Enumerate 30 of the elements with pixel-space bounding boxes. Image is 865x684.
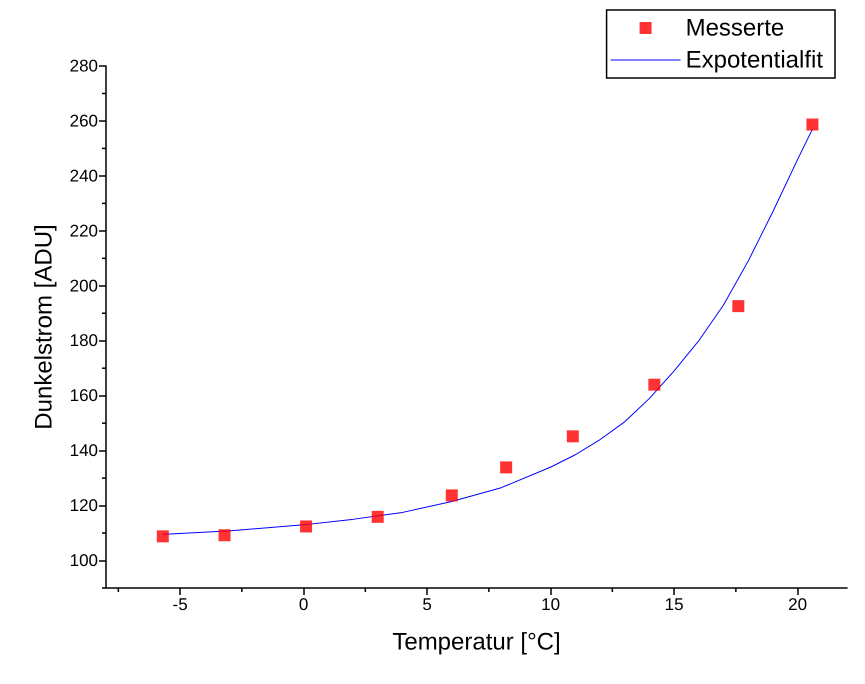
point: [732, 300, 744, 312]
point: [500, 461, 512, 474]
x-tick-label: 15: [664, 595, 684, 614]
y-tick-label: 200: [70, 276, 98, 296]
x-tick-label: -5: [172, 595, 188, 614]
y-tick-label: 100: [70, 551, 98, 570]
y-tick-label: 160: [70, 386, 98, 406]
y-tick-label: 240: [70, 166, 98, 186]
point: [446, 489, 458, 502]
point: [300, 520, 312, 532]
y-tick-label: 260: [70, 111, 98, 130]
y-tick-label: 280: [70, 56, 98, 76]
legend-label: Expotentialfit: [686, 46, 824, 74]
x-tick-label: 0: [298, 595, 308, 614]
legend-label: Messerte: [686, 14, 784, 42]
point: [806, 118, 818, 131]
point: [648, 378, 660, 391]
y-axis-title: Dunkelstrom [ADU]: [30, 224, 58, 430]
point: [566, 430, 579, 442]
y-tick-label: 120: [70, 496, 98, 516]
x-tick-label: 10: [541, 595, 560, 614]
point: [372, 510, 384, 523]
y-tick-label: 220: [70, 221, 98, 240]
x-tick-label: 20: [788, 595, 808, 614]
x-axis-title: Temperatur [°C]: [392, 628, 561, 656]
point: [156, 530, 169, 542]
y-tick-label: 140: [70, 441, 98, 460]
y-tick-label: 180: [70, 331, 98, 350]
point: [218, 529, 231, 542]
x-tick-label: 5: [422, 595, 432, 614]
